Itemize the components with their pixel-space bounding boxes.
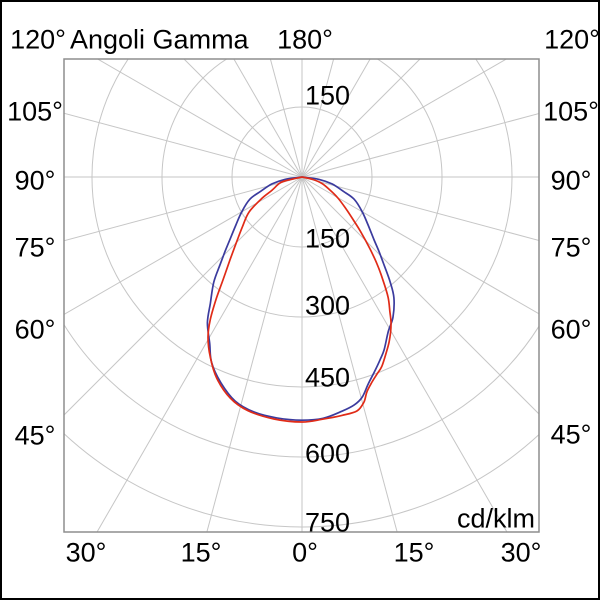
gamma-label-right-105: 105° <box>543 96 599 127</box>
gamma-label-right-75: 75° <box>550 232 592 263</box>
blue-curve <box>206 176 395 422</box>
gamma-label-top-left: 120° <box>10 24 66 55</box>
intensity-tick-150-top: 150 <box>305 80 351 111</box>
unit-label: cd/klm <box>456 503 535 534</box>
gamma-label-bottom-right-30: 30° <box>500 537 542 568</box>
intensity-tick-150: 150 <box>305 223 351 254</box>
chart-title: Angoli Gamma <box>70 24 249 55</box>
gamma-label-180: 180° <box>277 24 333 55</box>
gamma-label-bottom-right-15: 15° <box>393 537 435 568</box>
gamma-label-left-90: 90° <box>14 165 56 196</box>
red-curve <box>207 176 392 423</box>
gamma-label-right-60: 60° <box>550 314 592 345</box>
gamma-label-bottom-0: 0° <box>292 537 318 568</box>
gamma-label-left-105: 105° <box>7 96 63 127</box>
gamma-label-right-45: 45° <box>550 419 592 450</box>
gamma-label-top-right: 120° <box>544 24 600 55</box>
gamma-label-bottom-left-30: 30° <box>65 537 107 568</box>
intensity-tick-300: 300 <box>305 290 351 321</box>
intensity-tick-600: 600 <box>305 438 351 469</box>
intensity-tick-450: 450 <box>305 362 351 393</box>
gamma-label-bottom-left-15: 15° <box>180 537 222 568</box>
intensity-tick-750: 750 <box>305 507 351 538</box>
gamma-label-right-90: 90° <box>550 165 592 196</box>
gamma-label-left-60: 60° <box>14 314 56 345</box>
gamma-label-left-45: 45° <box>14 420 56 451</box>
gamma-label-left-75: 75° <box>14 232 56 263</box>
